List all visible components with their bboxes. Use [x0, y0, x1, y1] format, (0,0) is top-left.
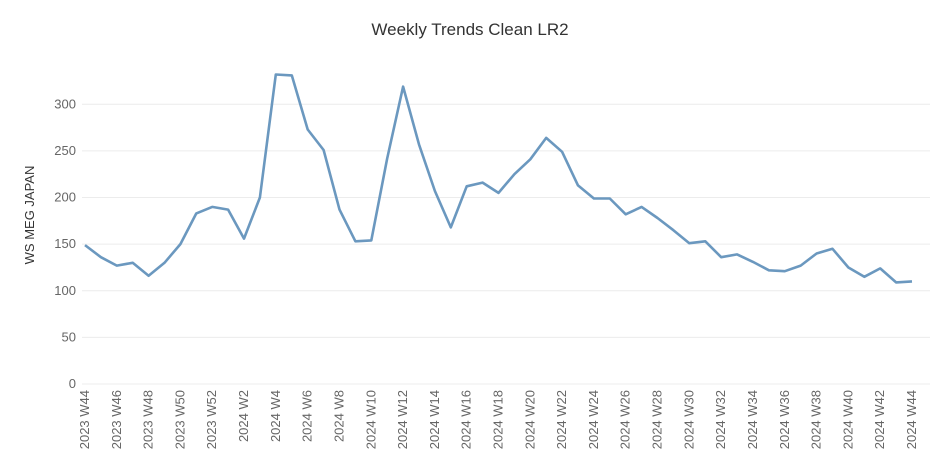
series-layer	[84, 73, 913, 284]
x-tick-label: 2024 W18	[491, 390, 506, 449]
x-tick-label: 2024 W24	[586, 390, 601, 449]
y-tick-label: 150	[54, 236, 76, 251]
x-tick-label: 2023 W44	[77, 390, 92, 449]
y-tick-label: 300	[54, 96, 76, 111]
x-tick-label: 2024 W12	[395, 390, 410, 449]
x-tick-label: 2024 W16	[459, 390, 474, 449]
y-tick-label: 0	[69, 376, 76, 391]
gridlines	[82, 103, 930, 385]
y-axis-ticks: 0 50 100 150 200 250 300	[54, 96, 76, 391]
x-tick-label: 2024 W28	[650, 390, 665, 449]
x-tick-label: 2024 W30	[681, 390, 696, 449]
x-tick-label: 2024 W34	[745, 390, 760, 449]
x-tick-label: 2024 W4	[268, 390, 283, 442]
y-tick-label: 200	[54, 190, 76, 205]
x-tick-label: 2023 W46	[109, 390, 124, 449]
x-tick-label: 2024 W2	[236, 390, 251, 442]
x-tick-label: 2024 W26	[618, 390, 633, 449]
x-axis-ticks: 2023 W44 2023 W46 2023 W48 2023 W50 2023 W52…	[77, 390, 919, 449]
y-tick-label: 50	[62, 329, 76, 344]
x-tick-label: 2024 W6	[300, 390, 315, 442]
y-tick-label: 250	[54, 143, 76, 158]
x-tick-label: 2024 W14	[427, 390, 442, 449]
x-tick-label: 2024 W20	[522, 390, 537, 449]
x-tick-label: 2024 W36	[777, 390, 792, 449]
x-tick-label: 2024 W40	[840, 390, 855, 449]
x-tick-label: 2024 W22	[554, 390, 569, 449]
x-tick-label: 2024 W10	[363, 390, 378, 449]
x-tick-label: 2023 W48	[141, 390, 156, 449]
y-tick-label: 100	[54, 283, 76, 298]
x-tick-label: 2024 W32	[713, 390, 728, 449]
x-tick-label: 2024 W8	[331, 390, 346, 442]
chart-title: Weekly Trends Clean LR2	[371, 20, 569, 39]
x-tick-label: 2023 W52	[204, 390, 219, 449]
x-tick-label: 2024 W42	[872, 390, 887, 449]
x-tick-label: 2023 W50	[172, 390, 187, 449]
y-axis-title: WS MEG JAPAN	[22, 166, 37, 265]
x-tick-label: 2024 W38	[809, 390, 824, 449]
x-tick-label: 2024 W44	[904, 390, 919, 449]
series-line	[84, 73, 913, 284]
